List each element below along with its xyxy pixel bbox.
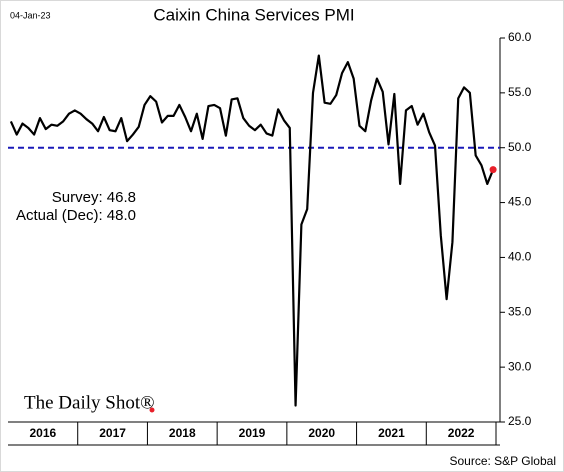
chart-title: Caixin China Services PMI <box>153 5 354 24</box>
date-label: 04-Jan-23 <box>10 10 51 20</box>
annotation: Survey: 46.8 <box>52 189 136 206</box>
y-tick-label: 40.0 <box>508 250 532 264</box>
y-tick-label: 25.0 <box>508 414 532 428</box>
x-tick-label: 2021 <box>378 426 405 440</box>
annotation: Actual (Dec): 48.0 <box>16 207 136 224</box>
last-point <box>489 166 497 174</box>
y-tick-label: 55.0 <box>508 85 532 99</box>
y-tick-label: 60.0 <box>508 30 532 44</box>
x-tick-label: 2019 <box>239 426 266 440</box>
y-tick-label: 30.0 <box>508 359 532 373</box>
line-series <box>9 54 495 407</box>
x-tick-label: 2018 <box>169 426 196 440</box>
x-tick-label: 2017 <box>99 426 126 440</box>
logo-dot <box>149 407 155 413</box>
x-tick-label: 2022 <box>448 426 475 440</box>
x-tick-label: 2020 <box>308 426 335 440</box>
y-tick-label: 45.0 <box>508 195 532 209</box>
y-tick-label: 35.0 <box>508 304 532 318</box>
y-tick-label: 50.0 <box>508 140 532 154</box>
source: Source: S&P Global <box>449 454 556 468</box>
logo: The Daily Shot® <box>24 392 155 413</box>
x-tick-label: 2016 <box>30 426 57 440</box>
